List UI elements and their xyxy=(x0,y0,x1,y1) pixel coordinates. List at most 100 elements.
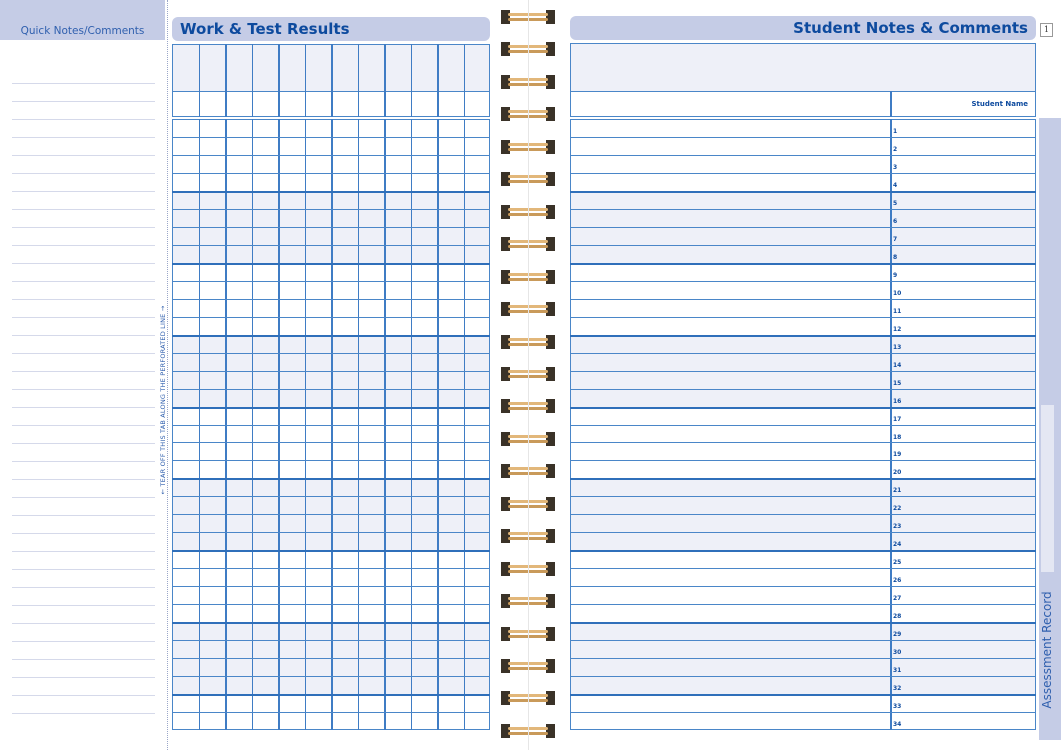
note-line[interactable] xyxy=(12,83,155,84)
column-line xyxy=(198,44,200,117)
row-line xyxy=(570,694,1036,697)
row-line xyxy=(570,226,1036,228)
row-line xyxy=(570,442,1036,444)
note-line[interactable] xyxy=(12,335,155,336)
row-line xyxy=(172,604,490,606)
note-line[interactable] xyxy=(12,551,155,552)
column-line xyxy=(463,44,465,117)
note-line[interactable] xyxy=(12,191,155,192)
note-line[interactable] xyxy=(12,209,155,210)
note-line[interactable] xyxy=(12,137,155,138)
note-line[interactable] xyxy=(12,713,155,714)
row-number: 1 xyxy=(893,128,898,135)
row-number: 24 xyxy=(893,541,902,549)
row-number: 19 xyxy=(893,451,902,459)
row-line xyxy=(172,496,490,498)
row-number: 33 xyxy=(893,703,902,711)
note-line[interactable] xyxy=(12,425,155,426)
note-line[interactable] xyxy=(12,317,155,318)
note-line[interactable] xyxy=(12,371,155,372)
note-line[interactable] xyxy=(12,281,155,282)
row-line xyxy=(570,460,1036,462)
note-line[interactable] xyxy=(12,245,155,246)
note-line[interactable] xyxy=(12,119,155,120)
row-line xyxy=(172,676,490,678)
row-number: 17 xyxy=(893,415,902,423)
quick-notes-title: Quick Notes/Comments xyxy=(20,25,145,37)
note-line[interactable] xyxy=(12,443,155,444)
note-line[interactable] xyxy=(12,173,155,174)
name-divider xyxy=(890,91,892,117)
student-notes-title-bar: Student Notes & Comments xyxy=(570,16,1036,40)
row-line xyxy=(172,226,490,228)
note-line[interactable] xyxy=(12,461,155,462)
row-line xyxy=(570,586,1036,588)
row-number: 7 xyxy=(893,235,898,243)
row-line xyxy=(570,640,1036,642)
row-number: 32 xyxy=(893,685,902,693)
row-line xyxy=(172,550,490,553)
row-number: 4 xyxy=(893,181,898,189)
note-line[interactable] xyxy=(12,407,155,408)
row-line xyxy=(172,208,490,210)
row-line xyxy=(172,316,490,318)
note-line[interactable] xyxy=(12,353,155,354)
row-line xyxy=(570,136,1036,138)
row-line xyxy=(172,658,490,660)
note-line[interactable] xyxy=(12,389,155,390)
note-line[interactable] xyxy=(12,227,155,228)
row-line xyxy=(570,154,1036,156)
note-line[interactable] xyxy=(12,155,155,156)
note-line[interactable] xyxy=(12,605,155,606)
row-line xyxy=(570,370,1036,372)
row-line xyxy=(570,280,1036,282)
row-line xyxy=(172,568,490,570)
column-line xyxy=(331,44,333,117)
note-line[interactable] xyxy=(12,515,155,516)
row-number: 23 xyxy=(893,523,902,531)
column-line xyxy=(384,44,386,117)
column-line xyxy=(278,44,280,117)
row-number: 3 xyxy=(893,163,898,171)
tab-highlight xyxy=(1041,405,1054,572)
row-number: 11 xyxy=(893,307,902,315)
row-line xyxy=(172,406,490,409)
note-line[interactable] xyxy=(12,101,155,102)
note-line[interactable] xyxy=(12,641,155,642)
row-line xyxy=(570,298,1036,300)
row-line xyxy=(570,478,1036,481)
note-line[interactable] xyxy=(12,659,155,660)
work-test-title: Work & Test Results xyxy=(180,20,350,38)
row-line xyxy=(570,658,1036,660)
row-line xyxy=(172,370,490,372)
row-number: 9 xyxy=(893,271,898,279)
row-line xyxy=(570,244,1036,246)
row-line xyxy=(570,604,1036,606)
row-line xyxy=(172,586,490,588)
row-number: 14 xyxy=(893,361,902,369)
row-line xyxy=(570,712,1036,714)
row-line xyxy=(570,424,1036,426)
note-line[interactable] xyxy=(12,479,155,480)
column-line xyxy=(225,44,227,117)
note-line[interactable] xyxy=(12,299,155,300)
row-line xyxy=(172,460,490,462)
row-line xyxy=(172,334,490,337)
note-line[interactable] xyxy=(12,677,155,678)
row-line xyxy=(172,154,490,156)
note-line[interactable] xyxy=(12,623,155,624)
page-number: 1 xyxy=(1040,23,1053,37)
row-number: 29 xyxy=(893,631,902,639)
row-line xyxy=(172,694,490,697)
note-line[interactable] xyxy=(12,587,155,588)
row-number: 27 xyxy=(893,595,902,603)
note-line[interactable] xyxy=(12,263,155,264)
row-line xyxy=(172,190,490,193)
column-line xyxy=(251,44,253,117)
note-line[interactable] xyxy=(12,533,155,534)
note-line[interactable] xyxy=(12,695,155,696)
note-line[interactable] xyxy=(12,497,155,498)
note-line[interactable] xyxy=(12,569,155,570)
row-line xyxy=(570,262,1036,265)
row-line xyxy=(570,514,1036,516)
